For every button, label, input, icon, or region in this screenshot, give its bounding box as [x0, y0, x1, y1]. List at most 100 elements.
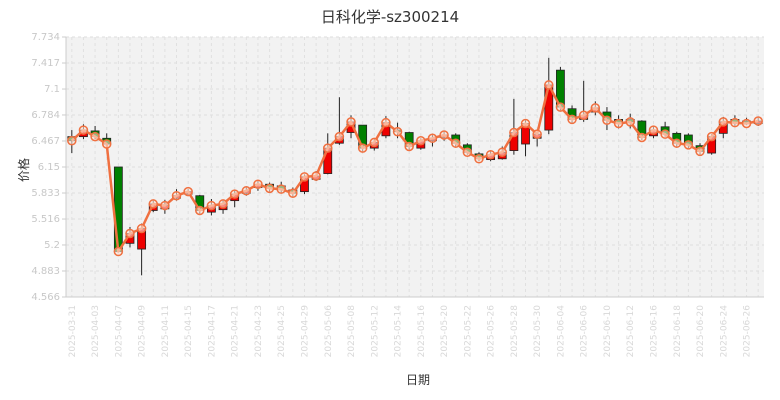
x-tick-label: 2025-05-12 — [370, 305, 380, 357]
x-tick-label: 2025-05-28 — [510, 305, 520, 358]
x-tick-label: 2025-04-11 — [161, 305, 171, 357]
x-axis-ticks: 2025-03-31 2025-04-03 2025-04-07 2025-04-09… — [68, 305, 753, 358]
x-tick-label: 2025-05-16 — [417, 305, 427, 358]
close-point — [706, 131, 717, 142]
x-tick-label: 2025-06-04 — [556, 305, 566, 358]
close-point — [741, 118, 752, 129]
chart-title: 日科化学-sz300214 — [321, 8, 459, 26]
y-tick-label: 7.1 — [44, 84, 60, 95]
x-tick-label: 2025-06-18 — [673, 305, 683, 358]
close-point — [683, 140, 694, 150]
x-tick-label: 2025-04-29 — [300, 305, 310, 358]
y-tick-label: 5.833 — [31, 188, 60, 199]
close-point — [160, 200, 170, 211]
close-point — [334, 131, 345, 142]
close-point — [148, 199, 158, 209]
close-point — [555, 102, 566, 112]
x-tick-label: 2025-04-21 — [231, 305, 241, 357]
close-point — [67, 135, 77, 146]
close-point — [78, 125, 89, 135]
x-tick-label: 2025-05-06 — [324, 305, 334, 358]
close-point — [299, 172, 310, 182]
close-point — [357, 143, 368, 153]
close-point — [311, 171, 321, 181]
close-line-series — [67, 80, 763, 257]
x-tick-label: 2025-04-15 — [184, 305, 194, 357]
close-point — [183, 186, 193, 197]
x-tick-label: 2025-05-30 — [533, 305, 543, 358]
x-tick-label: 2025-04-09 — [138, 305, 148, 358]
y-tick-label: 6.467 — [31, 136, 60, 147]
close-point — [113, 246, 124, 257]
close-point — [462, 147, 473, 157]
x-tick-label: 2025-05-26 — [487, 305, 497, 358]
close-point — [206, 200, 217, 211]
close-point — [323, 143, 333, 153]
y-tick-label: 4.883 — [31, 266, 60, 277]
x-tick-label: 2025-04-07 — [114, 305, 124, 357]
close-point — [392, 126, 403, 137]
x-tick-label: 2025-06-12 — [626, 305, 636, 357]
close-point — [450, 138, 461, 148]
close-point — [195, 205, 205, 216]
close-point — [136, 223, 147, 234]
close-point — [485, 149, 496, 160]
close-point — [672, 138, 682, 148]
close-point — [241, 186, 252, 196]
x-tick-label: 2025-06-10 — [603, 305, 613, 358]
close-point — [474, 154, 484, 164]
close-point — [730, 117, 740, 128]
close-point — [637, 132, 647, 143]
close-point — [101, 139, 112, 149]
y-tick-label: 7.417 — [31, 58, 60, 69]
close-point — [718, 117, 729, 127]
x-tick-label: 2025-04-03 — [91, 305, 101, 357]
y-axis-ticks: 4.566 4.883 5.2 5.516 5.833 6.15 6.467 6.784 7.1… — [31, 32, 66, 303]
close-point — [90, 131, 100, 142]
x-axis-label: 日期 — [406, 373, 430, 387]
x-tick-label: 2025-06-06 — [580, 305, 590, 358]
y-tick-label: 5.2 — [44, 240, 60, 251]
x-tick-label: 2025-05-22 — [463, 305, 473, 357]
close-point — [253, 179, 263, 189]
x-tick-label: 2025-06-24 — [719, 305, 729, 358]
x-tick-label: 2025-06-20 — [696, 305, 706, 358]
close-point — [602, 115, 612, 125]
close-point — [427, 133, 438, 144]
close-point — [369, 137, 380, 148]
x-tick-label: 2025-04-23 — [254, 305, 264, 357]
y-tick-label: 4.566 — [31, 292, 60, 303]
x-tick-label: 2025-04-17 — [207, 305, 217, 357]
close-point — [276, 184, 286, 194]
y-tick-label: 7.734 — [31, 32, 60, 43]
x-tick-label: 2025-03-31 — [68, 305, 78, 357]
y-tick-label: 6.15 — [38, 162, 60, 173]
x-tick-label: 2025-05-20 — [440, 305, 450, 358]
close-point — [264, 183, 275, 194]
y-axis-label: 价格 — [16, 158, 31, 182]
y-tick-label: 5.516 — [31, 214, 60, 225]
close-point — [125, 228, 135, 239]
close-point — [532, 129, 542, 139]
x-tick-label: 2025-05-14 — [394, 305, 404, 358]
y-tick-label: 6.784 — [31, 110, 60, 121]
close-point — [613, 118, 624, 129]
close-point — [695, 146, 705, 157]
x-tick-label: 2025-06-16 — [649, 305, 659, 358]
close-point — [625, 117, 635, 127]
close-point — [660, 129, 670, 139]
close-point — [520, 118, 531, 129]
candle-body — [113, 166, 123, 252]
close-point — [439, 130, 449, 140]
close-point — [567, 114, 577, 125]
close-point — [229, 189, 240, 199]
close-point — [171, 190, 182, 201]
close-point — [509, 127, 519, 138]
close-point — [578, 110, 589, 121]
close-point — [416, 135, 426, 146]
x-tick-label: 2025-05-08 — [347, 305, 357, 358]
close-point — [497, 147, 507, 157]
close-point — [590, 103, 601, 113]
close-point — [218, 199, 228, 209]
